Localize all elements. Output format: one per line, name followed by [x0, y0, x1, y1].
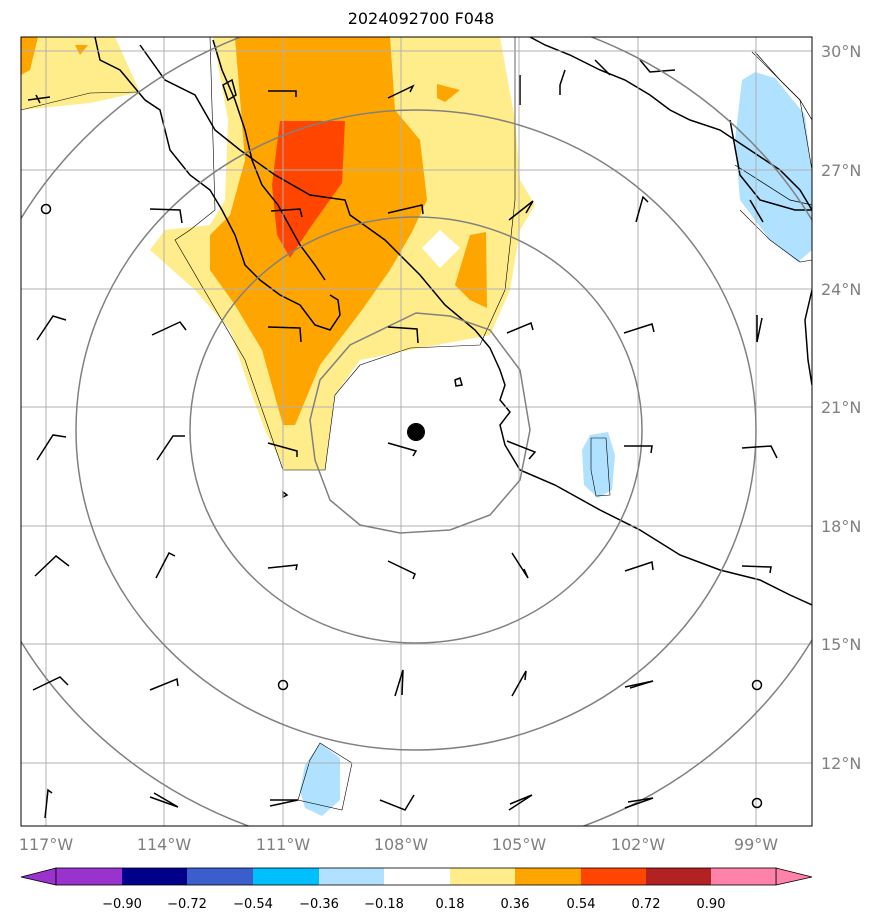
colorbar-low-arrow [20, 867, 57, 886]
island-1 [222, 78, 237, 102]
colorbar: −0.90 −0.72 −0.54 −0.36 −0.18 0.18 0.36 … [20, 867, 813, 912]
colorbar-tick-6: 0.36 [501, 897, 530, 912]
colorbar-high-arrow [775, 867, 813, 886]
lon-label-111w: 111°W [256, 835, 311, 854]
storm-center-marker [407, 423, 425, 441]
colorbar-seg-7 [515, 868, 581, 885]
contour-orange-nw [21, 37, 38, 75]
colorbar-seg-1 [122, 868, 187, 885]
colorbar-tick-0: −0.90 [102, 897, 142, 912]
lon-label-114w: 114°W [137, 835, 192, 854]
contour-white-hole [422, 230, 460, 268]
lat-labels: 30°N 27°N 24°N 21°N 18°N 15°N 12°N [821, 42, 861, 773]
colorbar-tick-5: 0.18 [436, 897, 465, 912]
lon-label-102w: 102°W [611, 835, 666, 854]
colorbar-tick-9: 0.90 [697, 897, 726, 912]
mainland-coast [139, 44, 812, 606]
wind-barbs [27, 84, 778, 819]
baja-west-coast [94, 37, 341, 331]
colorbar-seg-0 [56, 868, 122, 885]
lat-label-24n: 24°N [821, 280, 861, 299]
lon-labels: 117°W 114°W 111°W 108°W 105°W 102°W 99°W [19, 835, 778, 854]
colorbar-seg-9 [646, 868, 711, 885]
island-2 [454, 376, 463, 387]
colorbar-seg-2 [187, 868, 253, 885]
contour-yellow-nw [21, 37, 140, 110]
colorbar-tick-2: −0.54 [233, 897, 273, 912]
island-3 [282, 490, 289, 499]
colorbar-seg-4 [319, 868, 384, 885]
east-coast [804, 289, 812, 386]
colorbar-tick-7: 0.54 [567, 897, 596, 912]
calm-markers [40, 203, 763, 809]
contour-red [272, 121, 345, 258]
lon-label-108w: 108°W [374, 835, 429, 854]
lon-label-105w: 105°W [492, 835, 547, 854]
lat-label-21n: 21°N [821, 398, 861, 417]
colorbar-tick-1: −0.72 [167, 897, 207, 912]
lat-label-15n: 15°N [821, 635, 861, 654]
river-border [519, 75, 812, 211]
colorbar-seg-8 [581, 868, 646, 885]
colorbar-seg-5 [384, 868, 450, 885]
range-rings [21, 37, 812, 826]
plot-frame [20, 36, 813, 827]
colorbar-tick-4: −0.18 [364, 897, 404, 912]
lon-label-99w: 99°W [734, 835, 778, 854]
contour-orange-main [210, 37, 427, 425]
colorbar-frame [55, 867, 777, 886]
lat-label-27n: 27°N [821, 161, 861, 180]
colorbar-tick-3: −0.36 [299, 897, 339, 912]
lat-label-18n: 18°N [821, 517, 861, 536]
contour-blue-south [300, 743, 340, 816]
colorbar-tick-8: 0.72 [632, 897, 661, 912]
contour-blue-mid [582, 432, 615, 498]
colorbar-seg-3 [253, 868, 319, 885]
colorbar-seg-6 [450, 868, 515, 885]
range-ring-9 [75, 109, 757, 751]
range-ring-3 [309, 312, 531, 534]
map-title: 2024092700 F048 [347, 9, 495, 28]
lat-label-12n: 12°N [821, 754, 861, 773]
colorbar-seg-10 [711, 868, 776, 885]
range-ring-6 [189, 216, 643, 644]
baja-east-coast [212, 39, 326, 281]
contour-orange-small [437, 84, 460, 102]
borders [734, 51, 812, 206]
gulf-inner [559, 59, 676, 95]
lon-label-117w: 117°W [19, 835, 74, 854]
lat-label-30n: 30°N [821, 42, 861, 61]
contour-orange-nw2 [75, 45, 88, 55]
coastlines [94, 37, 812, 606]
